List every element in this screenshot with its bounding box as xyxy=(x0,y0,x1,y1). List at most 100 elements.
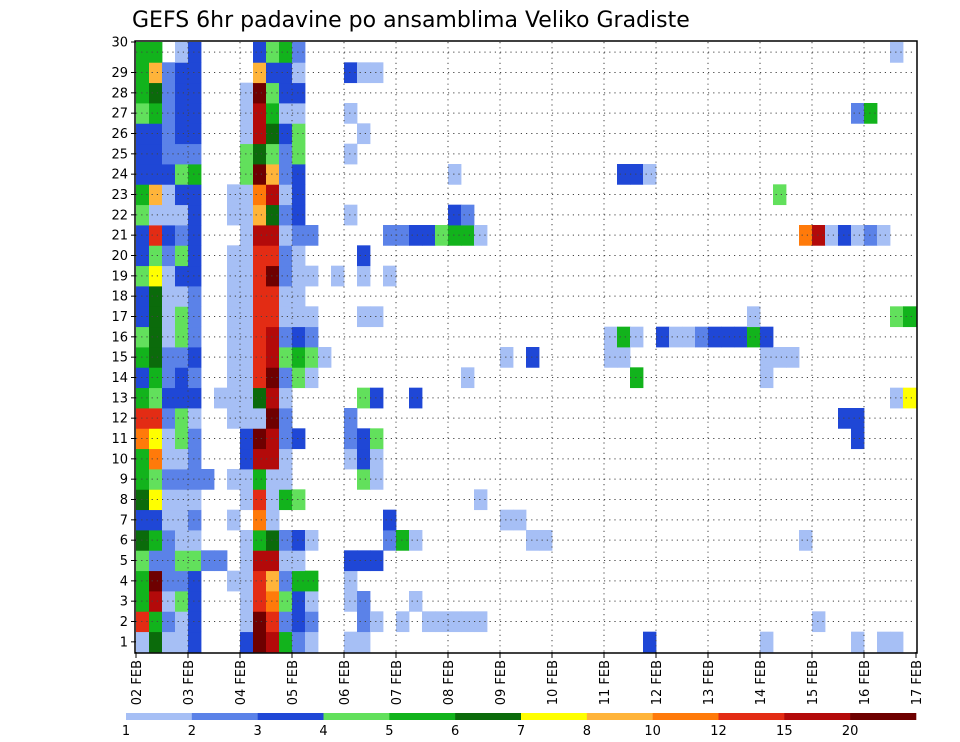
colorbar-swatch xyxy=(850,713,917,720)
heatmap-cell xyxy=(292,245,306,267)
heatmap-cell xyxy=(149,448,163,470)
heatmap-cell xyxy=(266,469,280,490)
x-axis-ticks: 02 FEB 03 FEB 04 FEB 05 FEB 06 FEB 07 FEB 08 F… xyxy=(130,652,925,705)
heatmap-cell xyxy=(136,286,150,307)
heatmap-cell xyxy=(162,164,176,185)
heatmap-cell xyxy=(136,448,150,470)
heatmap-cell xyxy=(253,550,267,572)
heatmap-cell xyxy=(175,204,189,226)
heatmap-cell xyxy=(240,611,254,633)
heatmap-cell xyxy=(149,265,163,287)
heatmap-cell xyxy=(240,428,254,450)
heatmap-cell xyxy=(253,367,267,389)
heatmap-cell xyxy=(370,306,384,328)
heatmap-cell xyxy=(344,591,358,612)
heatmap-cell xyxy=(227,347,241,368)
heatmap-cell xyxy=(279,631,293,653)
heatmap-cell xyxy=(240,306,254,328)
heatmap-cell xyxy=(357,611,371,633)
heatmap-cell xyxy=(292,570,306,592)
heatmap-cell xyxy=(136,306,150,328)
heatmap-cell xyxy=(149,245,163,267)
heatmap-cell xyxy=(136,530,150,551)
heatmap-cell xyxy=(253,123,267,145)
heatmap-cell xyxy=(721,326,735,348)
heatmap-cell xyxy=(851,428,865,450)
heatmap-cell xyxy=(240,367,254,389)
heatmap-cell xyxy=(422,611,436,633)
x-tick-label: 17 FEB xyxy=(910,660,925,705)
heatmap-cell xyxy=(266,265,280,287)
heatmap-cell xyxy=(344,204,358,226)
heatmap-cell xyxy=(266,550,280,572)
heatmap-cell xyxy=(877,631,891,653)
y-tick-label: 19 xyxy=(111,269,128,284)
heatmap-cell xyxy=(136,428,150,450)
heatmap-cell xyxy=(240,550,254,572)
heatmap-cell xyxy=(279,143,293,165)
heatmap-cell xyxy=(175,509,189,531)
heatmap-cell xyxy=(305,225,319,246)
heatmap-cell xyxy=(162,204,176,226)
heatmap-cell xyxy=(279,489,293,511)
heatmap-cell xyxy=(162,448,176,470)
heatmap-cell xyxy=(279,326,293,348)
heatmap-cell xyxy=(344,428,358,450)
heatmap-cell xyxy=(851,103,865,124)
colorbar-swatch xyxy=(191,713,258,720)
heatmap-cell xyxy=(344,631,358,653)
y-tick-label: 21 xyxy=(111,229,128,244)
heatmap-cell xyxy=(760,347,774,368)
heatmap-cell xyxy=(656,326,670,348)
heatmap-cell xyxy=(370,611,384,633)
heatmap-cell xyxy=(292,530,306,551)
y-tick-label: 1 xyxy=(120,635,128,650)
heatmap-cell xyxy=(188,103,202,124)
heatmap-cell xyxy=(240,164,254,185)
heatmap-cell xyxy=(162,62,176,84)
heatmap-cell xyxy=(279,611,293,633)
heatmap-cell xyxy=(266,184,280,206)
heatmap-cell xyxy=(175,530,189,551)
heatmap-cell xyxy=(266,509,280,531)
heatmap-cell xyxy=(188,387,202,409)
heatmap-cell xyxy=(149,530,163,551)
heatmap-cell xyxy=(149,489,163,511)
heatmap-cell xyxy=(253,62,267,84)
colorbar-label: 8 xyxy=(583,724,591,739)
heatmap-cell xyxy=(500,509,514,531)
heatmap-cell xyxy=(422,225,436,246)
heatmap-cell xyxy=(175,164,189,185)
heatmap-cell xyxy=(240,408,254,429)
heatmap-cell xyxy=(136,387,150,409)
heatmap-cell xyxy=(370,469,384,490)
heatmap-cell xyxy=(240,82,254,104)
heatmap-cell xyxy=(292,550,306,572)
heatmap-cell xyxy=(292,184,306,206)
heatmap-cell xyxy=(188,611,202,633)
heatmap-cell xyxy=(149,286,163,307)
heatmap-cell xyxy=(734,326,748,348)
heatmap-cell xyxy=(370,387,384,409)
heatmap-cell xyxy=(188,591,202,612)
heatmap-cell xyxy=(149,408,163,429)
y-tick-label: 16 xyxy=(111,330,128,345)
y-tick-label: 9 xyxy=(120,473,128,488)
heatmap-cell xyxy=(149,184,163,206)
heatmap-cell xyxy=(136,347,150,368)
heatmap-cell xyxy=(851,631,865,653)
heatmap-cell xyxy=(240,591,254,612)
heatmap-cell xyxy=(292,265,306,287)
heatmap-cell xyxy=(370,550,384,572)
heatmap-cell xyxy=(162,143,176,165)
colorbar-label: 2 xyxy=(188,724,196,739)
x-tick-label: 15 FEB xyxy=(806,660,821,705)
heatmap-cell xyxy=(266,408,280,429)
heatmap-cell xyxy=(864,103,878,124)
colorbar-label: 7 xyxy=(517,724,525,739)
heatmap-cell xyxy=(461,367,475,389)
heatmap-cell xyxy=(175,591,189,612)
heatmap-cell xyxy=(357,245,371,267)
heatmap-cell xyxy=(344,408,358,429)
